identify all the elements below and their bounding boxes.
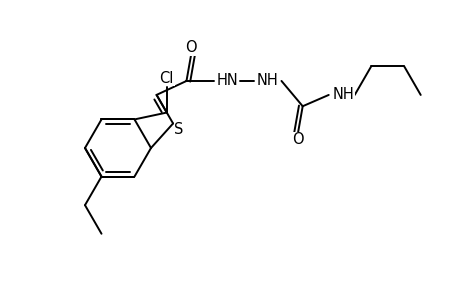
Text: NH: NH (256, 74, 278, 88)
Text: NH: NH (332, 87, 354, 102)
Text: O: O (291, 132, 303, 147)
Text: Cl: Cl (159, 71, 174, 86)
Text: S: S (174, 122, 183, 137)
Text: O: O (185, 40, 197, 55)
Text: HN: HN (216, 74, 238, 88)
